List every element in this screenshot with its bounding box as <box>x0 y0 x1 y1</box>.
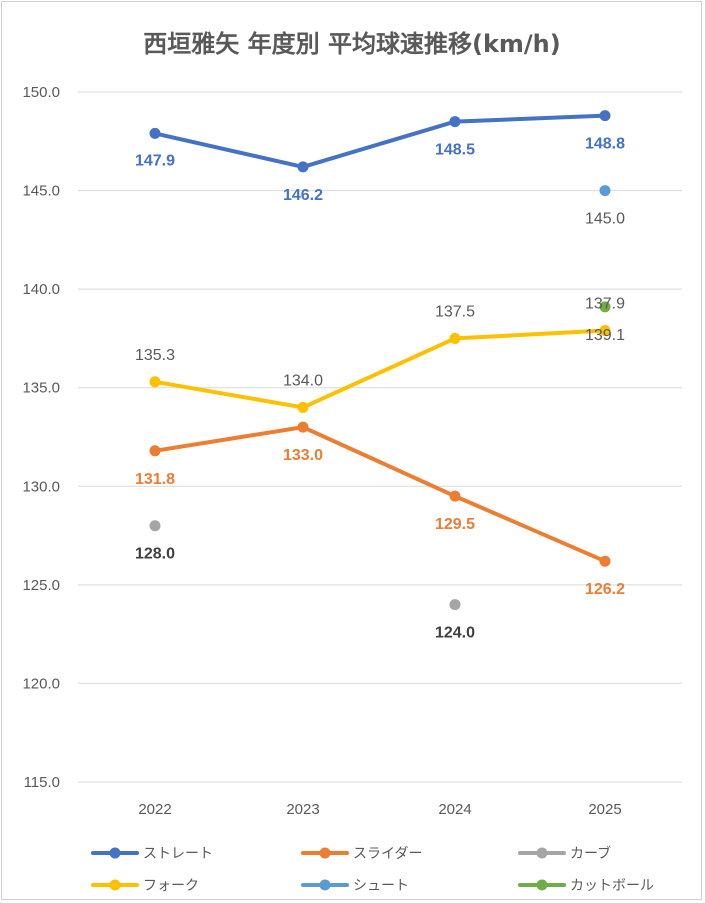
data-point <box>449 490 461 502</box>
y-axis-ticks: 150.0 145.0 140.0 135.0 130.0 125.0 120.0 115.0 <box>22 84 60 791</box>
data-point <box>149 445 161 457</box>
y-tick-label: 145.0 <box>22 183 60 200</box>
data-point <box>449 332 461 344</box>
data-label: 133.0 <box>283 447 323 464</box>
data-point <box>599 110 611 122</box>
legend-label: ストレート <box>143 846 213 862</box>
series-1 <box>149 110 611 173</box>
x-tick-label: 2023 <box>286 801 319 818</box>
legend-label: カットボール <box>570 878 654 894</box>
series-line <box>153 113 607 169</box>
data-label: 129.5 <box>435 516 475 533</box>
data-point <box>449 599 461 611</box>
data-point <box>297 421 309 433</box>
series-3 <box>149 520 461 611</box>
data-label: 139.1 <box>585 327 625 344</box>
legend-swatch-marker <box>319 847 331 859</box>
legend-item: フォーク <box>91 878 199 894</box>
data-label: 134.0 <box>283 372 323 389</box>
x-tick-label: 2024 <box>438 801 471 818</box>
data-point <box>449 116 461 128</box>
series-line <box>153 425 607 564</box>
legend-item: スライダー <box>301 846 422 862</box>
data-point <box>297 161 309 173</box>
legend-swatch-marker <box>536 847 548 859</box>
data-label: 128.0 <box>135 546 175 563</box>
data-label: 137.9 <box>585 296 625 313</box>
data-label: 148.8 <box>585 136 625 153</box>
grid <box>78 91 682 783</box>
y-tick-label: 115.0 <box>24 774 60 791</box>
data-label: 126.2 <box>585 581 625 598</box>
series-2 <box>149 421 611 567</box>
data-label: 124.0 <box>435 625 475 642</box>
data-label: 147.9 <box>135 152 175 169</box>
y-tick-label: 135.0 <box>22 380 60 397</box>
legend-swatch-marker <box>319 879 331 891</box>
data-label: 131.8 <box>135 471 175 488</box>
y-tick-label: 150.0 <box>22 84 60 101</box>
legend-swatch-marker <box>109 847 121 859</box>
series-line <box>153 328 607 410</box>
y-tick-label: 125.0 <box>22 577 60 594</box>
legend-item: カットボール <box>518 878 654 894</box>
data-label: 148.5 <box>435 142 475 159</box>
y-tick-label: 140.0 <box>22 281 60 298</box>
legend-item: ストレート <box>91 846 213 862</box>
series <box>149 110 611 611</box>
series-5 <box>599 185 611 197</box>
y-tick-label: 120.0 <box>22 675 60 692</box>
series-6 <box>599 301 611 313</box>
data-point <box>599 185 611 197</box>
legend-swatch-marker <box>109 879 121 891</box>
data-labels: 131.8 133.0 129.5 126.2 128.0 124.0 135.3 134.0… <box>135 136 625 642</box>
data-point <box>149 127 161 139</box>
data-point <box>599 325 611 337</box>
data-point <box>297 401 309 413</box>
data-label: 146.2 <box>283 187 323 204</box>
data-label: 137.5 <box>435 303 475 320</box>
data-point <box>149 376 161 388</box>
x-tick-label: 2022 <box>138 801 171 818</box>
legend-item: カーブ <box>518 845 611 862</box>
data-point <box>599 301 611 313</box>
chart-title: 西垣雅矢 年度別 平均球速推移(km/h) <box>143 30 560 58</box>
legend-label: スライダー <box>353 846 422 862</box>
legend-item: シュート <box>301 878 409 894</box>
data-point <box>599 555 611 567</box>
data-point <box>149 520 161 532</box>
data-label: 145.0 <box>585 211 625 228</box>
x-axis-ticks: 2022 2023 2024 2025 <box>138 801 621 818</box>
legend-swatch-marker <box>536 879 548 891</box>
data-label: 135.3 <box>135 347 175 364</box>
y-tick-label: 130.0 <box>22 478 60 495</box>
legend-label: シュート <box>353 878 409 894</box>
x-tick-label: 2025 <box>588 801 621 818</box>
series-4 <box>149 325 611 413</box>
legend-label: カーブ <box>570 845 611 862</box>
legend-label: フォーク <box>143 878 199 894</box>
